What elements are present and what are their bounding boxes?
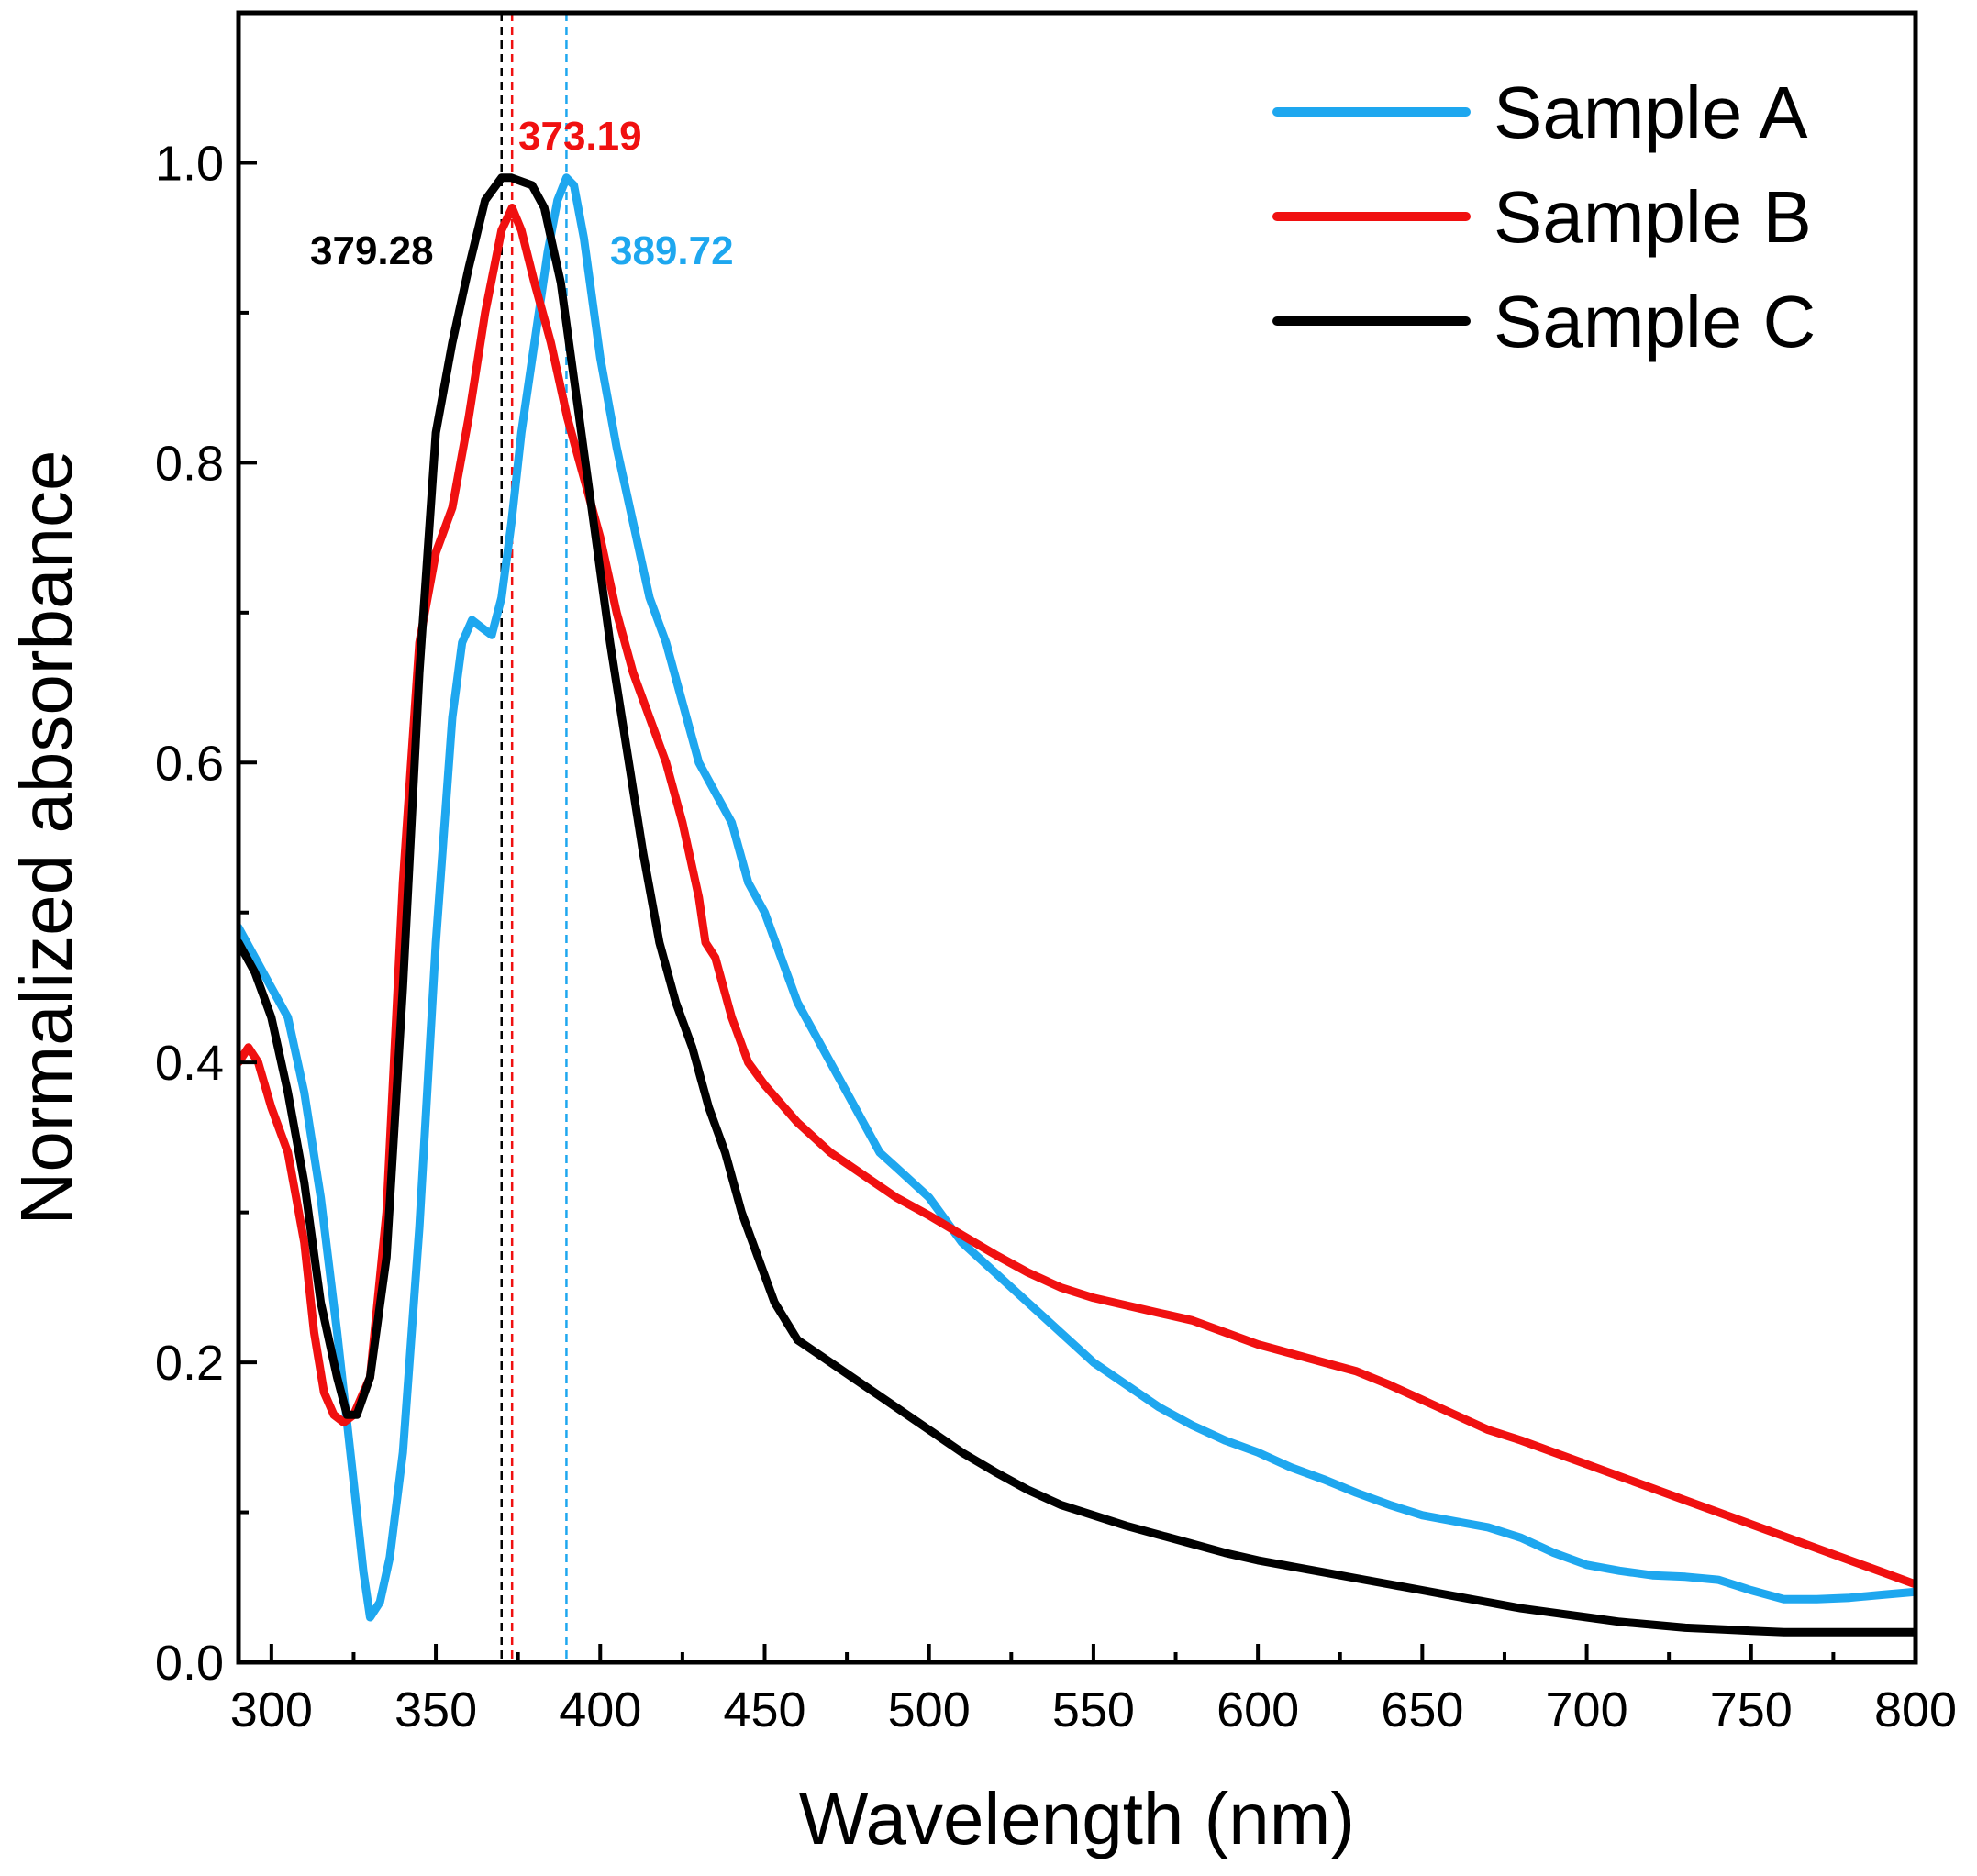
y-tick-label: 0.2: [155, 1336, 224, 1391]
x-tick-label: 400: [559, 1682, 641, 1737]
y-axis-title: Normalized absorbance: [6, 450, 87, 1226]
peak-labels: 379.28 373.19 389.72: [310, 114, 734, 273]
series-line-sample-a: [239, 173, 1916, 1622]
x-tick-label: 300: [230, 1682, 313, 1737]
plot-area: [239, 13, 1916, 1662]
peak-label-sample-c: 379.28: [310, 228, 434, 273]
series-lines: [239, 173, 1916, 1637]
legend-label-sample-a: Sample A: [1494, 72, 1808, 153]
y-tick-label: 0.6: [155, 736, 224, 791]
x-tick-label: 700: [1546, 1682, 1628, 1737]
x-axis: 300 350 400 450 500 550 600 650 700 750 800: [230, 1644, 1957, 1737]
x-tick-label: 450: [723, 1682, 805, 1737]
peak-label-sample-b: 373.19: [518, 114, 642, 159]
plot-frame: [236, 10, 1918, 1665]
legend: Sample A Sample B Sample C: [1272, 72, 1816, 362]
x-tick-label: 650: [1381, 1682, 1463, 1737]
legend-label-sample-c: Sample C: [1494, 281, 1816, 362]
y-axis: 0.0 0.2 0.4 0.6 0.8 1.0: [155, 136, 257, 1691]
x-tick-label: 350: [394, 1682, 477, 1737]
y-tick-label: 1.0: [155, 136, 224, 191]
series-line-sample-c: [239, 173, 1916, 1637]
peak-label-sample-a: 389.72: [610, 228, 734, 273]
y-tick-label: 0.4: [155, 1036, 224, 1091]
x-tick-label: 550: [1052, 1682, 1135, 1737]
x-axis-title: Wavelength (nm): [799, 1778, 1355, 1859]
y-tick-label: 0.8: [155, 436, 224, 491]
x-tick-label: 750: [1710, 1682, 1793, 1737]
legend-label-sample-b: Sample B: [1494, 176, 1812, 258]
y-tick-label: 0.0: [155, 1636, 224, 1691]
x-tick-label: 500: [888, 1682, 971, 1737]
x-tick-label: 800: [1874, 1682, 1957, 1737]
x-tick-label: 600: [1216, 1682, 1299, 1737]
